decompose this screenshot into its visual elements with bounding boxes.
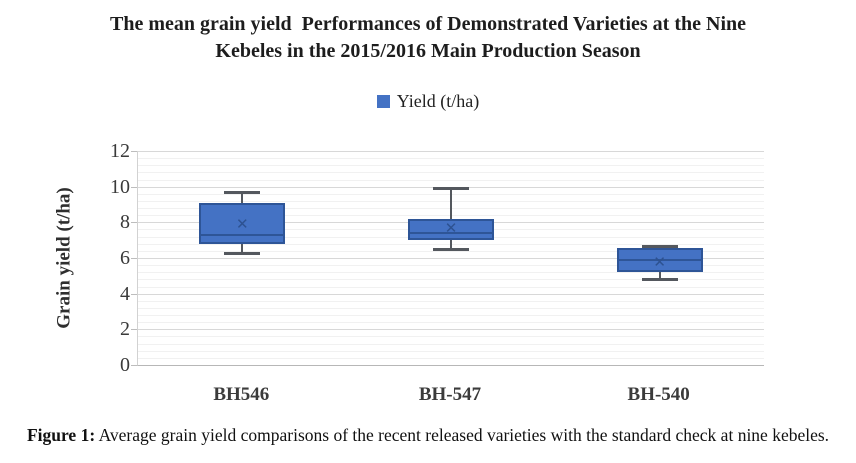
figure-caption-prefix: Figure 1: — [26, 425, 96, 445]
minor-gridline — [138, 172, 764, 174]
minor-gridline — [138, 336, 764, 338]
figure-caption-text: Average grain yield comparisons of the r… — [95, 425, 830, 445]
whisker-line — [658, 272, 661, 279]
whisker-cap-icon — [224, 251, 261, 255]
y-tick-mark-icon — [131, 258, 137, 259]
whisker-cap-icon — [641, 244, 678, 248]
major-gridline — [138, 329, 764, 331]
y-tick-label: 8 — [120, 211, 130, 234]
whisker-line — [450, 240, 452, 250]
major-gridline — [138, 186, 764, 188]
minor-gridline — [138, 279, 764, 281]
major-gridline — [138, 258, 764, 259]
minor-gridline — [138, 286, 764, 288]
y-tick-mark-icon — [131, 365, 137, 366]
x-axis-label-BH-547: BH-547 — [418, 384, 482, 405]
median-line — [199, 233, 286, 236]
minor-gridline — [138, 165, 764, 167]
whisker-cap-icon — [433, 248, 469, 252]
chart-title-line1: The mean grain yield Performances of Dem… — [110, 13, 746, 35]
minor-gridline — [138, 158, 764, 160]
minor-gridline — [138, 265, 764, 267]
minor-gridline — [138, 272, 764, 274]
chart-title: The mean grain yield Performances of Dem… — [0, 11, 856, 65]
y-tick-mark-icon — [131, 186, 137, 188]
minor-gridline — [138, 343, 764, 345]
y-tick-mark-icon — [131, 329, 137, 331]
whisker-line — [241, 243, 244, 253]
whisker-cap-icon — [224, 191, 261, 195]
whisker-cap-icon — [641, 277, 678, 281]
x-axis-label-BH546: BH546 — [213, 384, 270, 405]
x-axis-label-BH-540: BH-540 — [627, 384, 690, 405]
minor-gridline — [138, 250, 764, 252]
y-tick-label: 4 — [120, 282, 130, 305]
figure-caption: Figure 1: Average grain yield comparison… — [0, 425, 856, 446]
y-tick-label: 0 — [120, 354, 130, 376]
minor-gridline — [138, 179, 764, 181]
minor-gridline — [138, 315, 764, 317]
minor-gridline — [138, 357, 764, 359]
y-tick-mark-icon — [131, 222, 137, 224]
major-gridline — [138, 293, 764, 295]
plot-area — [137, 151, 764, 366]
y-tick-label: 2 — [120, 318, 130, 341]
y-tick-label: 6 — [120, 247, 130, 269]
y-tick-mark-icon — [131, 293, 137, 295]
minor-gridline — [138, 350, 764, 352]
legend: Yield (t/ha) — [0, 91, 856, 112]
y-tick-label: 12 — [110, 140, 130, 162]
whisker-cap-icon — [433, 187, 469, 191]
minor-gridline — [138, 322, 764, 324]
mean-marker-icon — [653, 255, 667, 269]
major-gridline — [138, 151, 764, 152]
mean-marker-icon — [235, 217, 249, 231]
whisker-line — [450, 188, 452, 219]
mean-marker-icon — [444, 221, 458, 235]
minor-gridline — [138, 307, 764, 309]
minor-gridline — [138, 300, 764, 302]
chart-title-line2: Kebeles in the 2015/2016 Main Production… — [215, 40, 641, 62]
legend-swatch-icon — [376, 95, 390, 108]
y-tick-mark-icon — [131, 151, 137, 152]
y-axis-label: Grain yield (t/ha) — [54, 187, 76, 329]
whisker-line — [241, 192, 244, 203]
legend-label: Yield (t/ha) — [396, 91, 480, 111]
y-tick-label: 10 — [110, 175, 130, 198]
